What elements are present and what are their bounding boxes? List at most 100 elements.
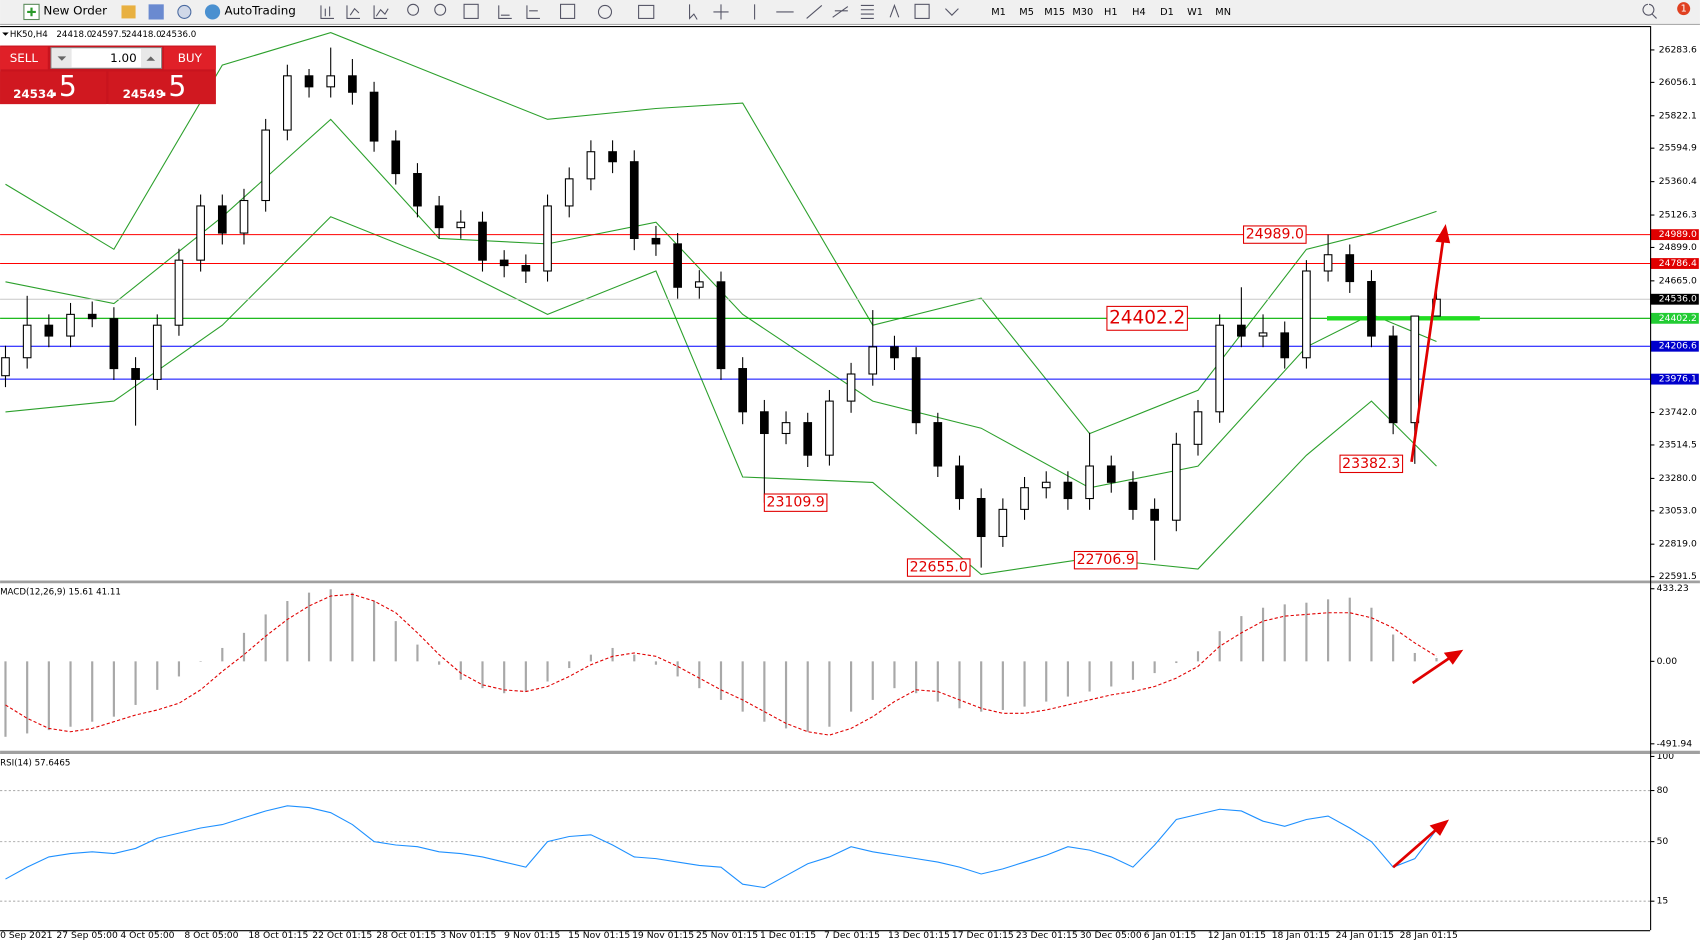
- macd-bar: [589, 654, 592, 662]
- candle-body: [955, 465, 964, 500]
- volume-spinner[interactable]: [50, 47, 163, 69]
- timeframe-button[interactable]: H1: [1104, 7, 1118, 18]
- tool-bar-chart[interactable]: [320, 5, 334, 19]
- timeframe-button[interactable]: H4: [1132, 7, 1146, 18]
- new-order-button[interactable]: New Order: [23, 3, 107, 21]
- y-tick-label: 25594.9: [1659, 143, 1697, 154]
- buy-price-prefix: 24549: [123, 87, 164, 101]
- rsi-line: [5, 805, 1437, 889]
- macd-title: MACD(12,26,9) 15.61 41.11: [0, 587, 121, 597]
- y-tick-label: 24665.0: [1659, 275, 1697, 286]
- sell-price-box[interactable]: [0, 71, 107, 105]
- y-tick-label: -491.94: [1657, 738, 1693, 749]
- timeframe-bar: M1 M5 M15 M30 H1 H4 D1 W1 MN: [991, 7, 1231, 18]
- tool-indicators[interactable]: [560, 3, 576, 19]
- level-tag: [1650, 312, 1699, 324]
- tool-line[interactable]: [373, 5, 389, 19]
- buy-price-box[interactable]: [108, 71, 216, 105]
- timeframe-button[interactable]: W1: [1187, 7, 1203, 18]
- annotation-box: [906, 558, 971, 577]
- timeframe-button[interactable]: M30: [1072, 7, 1093, 18]
- tool-templates[interactable]: [638, 4, 655, 19]
- tool-trendline[interactable]: [806, 5, 823, 19]
- macd-bar: [1283, 604, 1286, 662]
- candle-body: [348, 75, 357, 93]
- candle-body: [1171, 443, 1181, 521]
- macd-bar: [112, 661, 115, 717]
- new-order-plus: [27, 7, 36, 17]
- tool-tile[interactable]: [463, 3, 479, 19]
- tool-shift[interactable]: [526, 5, 540, 19]
- candle-body: [1410, 315, 1420, 424]
- price-annotation: 23109.9: [767, 495, 825, 511]
- candle-body: [66, 313, 75, 337]
- toolbar-icon[interactable]: [121, 5, 136, 19]
- macd-bar: [654, 661, 658, 665]
- toolbar-icon[interactable]: [177, 4, 192, 19]
- candle-body: [1280, 332, 1290, 359]
- time-label: 28 Oct 01:15: [376, 930, 436, 941]
- candle-body: [413, 173, 422, 207]
- level-label: 23976.1: [1659, 374, 1697, 385]
- tool-label[interactable]: [914, 3, 930, 19]
- time-label: 27 Sep 05:00: [56, 930, 118, 941]
- candle-body: [608, 151, 617, 163]
- candle-body: [543, 205, 552, 272]
- time-label: 3 Nov 01:15: [440, 930, 496, 941]
- price-arrow: [1410, 240, 1445, 463]
- macd-bar: [1370, 607, 1373, 662]
- candle-body: [716, 281, 726, 370]
- autotrading-button[interactable]: AutoTrading: [204, 3, 296, 20]
- level-label: 24989.0: [1659, 229, 1697, 240]
- macd-bar: [1261, 607, 1265, 662]
- timeframe-button[interactable]: M15: [1044, 7, 1065, 18]
- macd-bar: [459, 661, 462, 680]
- tool-fibo[interactable]: [860, 4, 874, 19]
- candle-body: [564, 178, 574, 207]
- level-label: 24786.4: [1659, 258, 1697, 269]
- tool-candles[interactable]: [346, 5, 360, 19]
- annotation-box: [1106, 305, 1188, 331]
- tool-cursor[interactable]: [689, 4, 698, 20]
- y-tick-label: 433.23: [1657, 583, 1689, 594]
- time-label: 4 Oct 05:00: [120, 930, 174, 941]
- tool-arrows[interactable]: [945, 8, 959, 16]
- notification-badge[interactable]: [1677, 2, 1691, 16]
- candle-body: [217, 205, 227, 234]
- timeframe-button[interactable]: MN: [1215, 7, 1231, 18]
- rsi-title: RSI(14) 57.6465: [0, 759, 70, 769]
- tool-channel[interactable]: [832, 6, 849, 18]
- macd-bar: [633, 654, 636, 662]
- time-label: 23 Dec 01:15: [1016, 930, 1078, 941]
- buy-button[interactable]: [163, 46, 216, 70]
- macd-bar: [719, 661, 723, 700]
- tool-zoom-out[interactable]: [434, 3, 447, 16]
- timeframe-button[interactable]: M5: [1019, 7, 1034, 18]
- timeframe-button[interactable]: D1: [1160, 7, 1174, 18]
- tool-text[interactable]: [889, 3, 900, 18]
- rsi-arrow: [1392, 828, 1438, 869]
- candle-body: [911, 357, 921, 424]
- macd-bar: [568, 661, 571, 669]
- macd-bar: [177, 661, 181, 677]
- tool-scroll[interactable]: [498, 5, 512, 19]
- tool-crosshair[interactable]: [713, 4, 729, 20]
- search-icon[interactable]: [1642, 3, 1657, 19]
- toolbar-icon[interactable]: [148, 4, 164, 20]
- timeframe-button[interactable]: M1: [991, 7, 1006, 18]
- candle-body: [1150, 508, 1159, 521]
- tool-periods[interactable]: [597, 4, 613, 19]
- tool-zoom-in[interactable]: [407, 3, 420, 16]
- level-tag: [1650, 340, 1699, 352]
- volume-up-arrow: [146, 56, 156, 61]
- time-label: 0 Sep 2021: [0, 930, 52, 941]
- macd-bar: [980, 661, 983, 712]
- macd-bar: [69, 661, 72, 727]
- volume-down-arrow: [57, 56, 67, 61]
- candle-body: [499, 259, 509, 267]
- sell-button[interactable]: [0, 46, 48, 70]
- candle-body: [1106, 465, 1116, 483]
- y-tick-label: 23280.0: [1659, 473, 1697, 484]
